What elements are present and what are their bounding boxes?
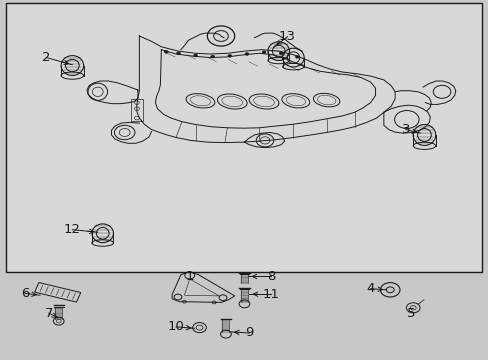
Circle shape [210, 55, 214, 58]
Text: 11: 11 [263, 288, 279, 301]
Text: 12: 12 [64, 223, 81, 236]
Circle shape [244, 53, 248, 55]
Text: 3: 3 [401, 123, 409, 136]
Circle shape [176, 52, 180, 55]
Text: 10: 10 [167, 320, 184, 333]
Text: 1: 1 [185, 270, 194, 283]
Bar [131, 99, 143, 121]
Text: 4: 4 [366, 282, 374, 295]
Text: 2: 2 [42, 51, 51, 64]
Text: 5: 5 [406, 307, 414, 320]
Circle shape [193, 54, 197, 57]
Text: 7: 7 [44, 307, 53, 320]
Circle shape [164, 50, 168, 53]
Text: 6: 6 [21, 287, 30, 300]
Text: 8: 8 [266, 270, 275, 283]
Circle shape [279, 52, 283, 55]
Bar [6, 3, 481, 272]
Circle shape [295, 55, 299, 58]
Text: 9: 9 [244, 327, 253, 339]
Circle shape [262, 51, 265, 54]
Text: 13: 13 [279, 30, 295, 43]
Circle shape [227, 54, 231, 57]
